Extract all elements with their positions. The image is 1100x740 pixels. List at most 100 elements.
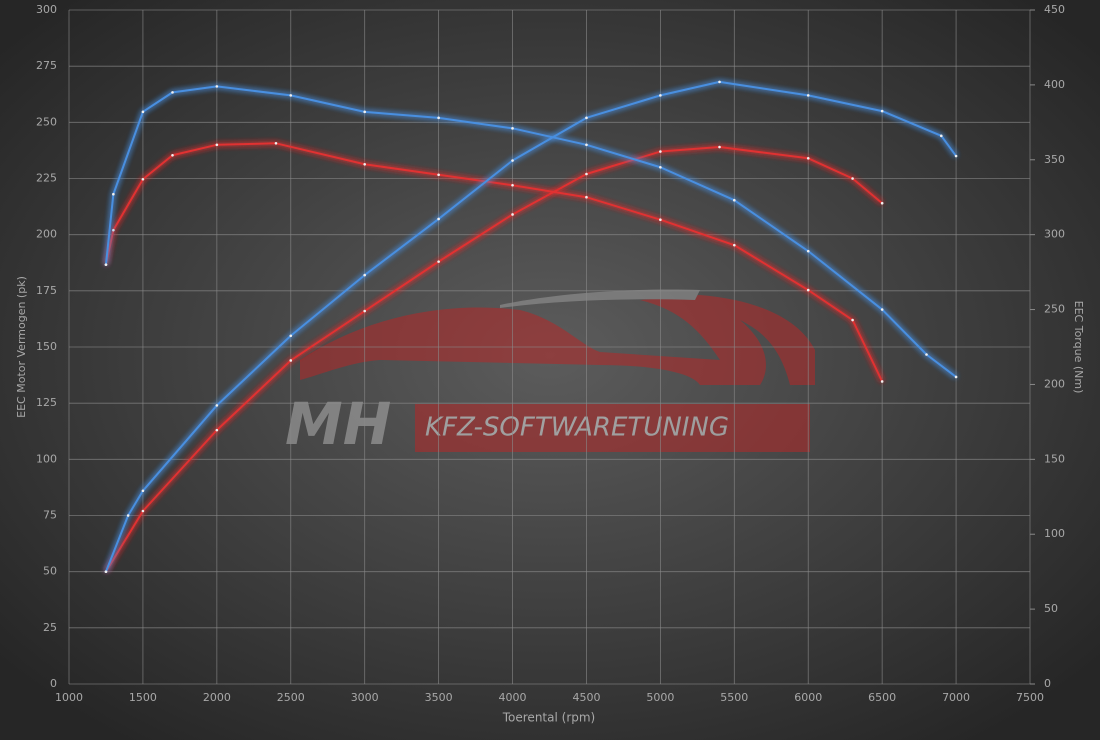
y-tick-label: 225 xyxy=(36,172,57,185)
data-point xyxy=(112,228,115,232)
data-point xyxy=(659,94,662,97)
y-tick-label: 125 xyxy=(36,396,57,409)
data-point xyxy=(363,273,366,277)
data-point xyxy=(806,156,810,160)
x-tick-label: 6500 xyxy=(868,691,896,704)
y-tick-label: 100 xyxy=(36,452,57,465)
data-point xyxy=(289,94,293,97)
x-tick-label: 7000 xyxy=(942,691,970,704)
data-point xyxy=(806,94,810,97)
y-tick-label: 250 xyxy=(36,115,57,128)
watermark-brand: MH xyxy=(285,390,391,458)
car-logo xyxy=(300,295,815,385)
y-tick-label: 275 xyxy=(36,59,57,72)
watermark-tagline: KFZ-SOFTWARETUNING xyxy=(425,413,729,443)
data-point xyxy=(511,213,514,216)
data-point xyxy=(437,173,440,177)
data-point xyxy=(215,404,219,407)
y2-tick-label: 350 xyxy=(1044,153,1065,166)
x-tick-label: 2000 xyxy=(203,691,231,704)
data-point xyxy=(925,353,928,356)
series-line xyxy=(104,85,957,378)
data-point xyxy=(215,143,219,147)
data-point xyxy=(718,80,721,84)
y2-tick-label: 50 xyxy=(1044,602,1058,615)
data-point xyxy=(215,85,219,88)
data-point xyxy=(112,192,115,196)
data-point xyxy=(659,218,662,221)
car-logo-top xyxy=(500,289,700,308)
data-point xyxy=(363,309,366,313)
data-point xyxy=(171,91,174,94)
x-tick-label: 2500 xyxy=(277,691,305,704)
data-point xyxy=(659,150,662,153)
data-point xyxy=(141,110,145,114)
data-point xyxy=(511,127,514,130)
y2-axis-title: EEC Torque (Nm) xyxy=(1072,301,1085,394)
x-tick-label: 3500 xyxy=(425,691,453,704)
data-point xyxy=(806,288,810,292)
data-point xyxy=(733,243,736,247)
y-tick-label: 25 xyxy=(43,621,57,634)
data-point xyxy=(171,153,174,157)
x-tick-label: 6000 xyxy=(794,691,822,704)
y2-tick-label: 400 xyxy=(1044,78,1065,91)
data-point xyxy=(126,514,130,517)
y2-tick-label: 100 xyxy=(1044,527,1065,540)
data-point xyxy=(511,159,514,162)
watermark: MH KFZ-SOFTWARETUNING xyxy=(285,289,815,458)
data-point xyxy=(363,162,366,166)
data-point xyxy=(880,308,884,311)
x-axis-title: Toerental (rpm) xyxy=(502,711,595,725)
data-point xyxy=(880,201,884,205)
y-tick-label: 50 xyxy=(43,565,57,578)
data-point xyxy=(104,263,108,266)
data-point xyxy=(437,116,440,120)
data-point xyxy=(585,172,588,176)
data-point xyxy=(954,375,958,379)
data-point xyxy=(437,260,440,263)
data-point xyxy=(880,380,884,383)
data-point xyxy=(511,183,514,187)
data-point xyxy=(659,165,662,169)
data-point xyxy=(363,110,366,114)
data-point xyxy=(851,318,854,322)
data-point xyxy=(215,428,219,432)
data-point xyxy=(880,109,884,113)
y-tick-label: 150 xyxy=(36,340,57,353)
y-tick-label: 300 xyxy=(36,3,57,16)
data-point xyxy=(939,134,943,138)
y-tick-label: 75 xyxy=(43,509,57,522)
x-tick-label: 4500 xyxy=(572,691,600,704)
y2-tick-label: 450 xyxy=(1044,3,1065,16)
y-axis-title: EEC Motor Vermogen (pk) xyxy=(15,276,28,418)
data-point xyxy=(718,145,721,149)
x-tick-label: 1000 xyxy=(55,691,83,704)
data-point xyxy=(141,489,145,493)
data-point xyxy=(733,198,736,202)
y-tick-label: 0 xyxy=(50,677,57,690)
data-point xyxy=(437,217,440,221)
data-point xyxy=(141,509,145,513)
data-point xyxy=(585,116,588,120)
x-tick-label: 1500 xyxy=(129,691,157,704)
x-tick-label: 5000 xyxy=(646,691,674,704)
y2-tick-label: 150 xyxy=(1044,452,1065,465)
y2-tick-label: 0 xyxy=(1044,677,1051,690)
x-tick-label: 3000 xyxy=(351,691,379,704)
y2-tick-label: 250 xyxy=(1044,303,1065,316)
data-point xyxy=(954,154,958,158)
y2-tick-label: 300 xyxy=(1044,228,1065,241)
x-tick-label: 7500 xyxy=(1016,691,1044,704)
data-point xyxy=(274,142,278,145)
y-tick-label: 175 xyxy=(36,284,57,297)
data-point xyxy=(289,359,293,362)
y2-tick-label: 200 xyxy=(1044,377,1065,390)
x-tick-label: 5500 xyxy=(720,691,748,704)
data-point xyxy=(851,177,854,180)
x-tick-label: 4000 xyxy=(499,691,527,704)
y-tick-label: 200 xyxy=(36,228,57,241)
data-point xyxy=(289,334,293,338)
